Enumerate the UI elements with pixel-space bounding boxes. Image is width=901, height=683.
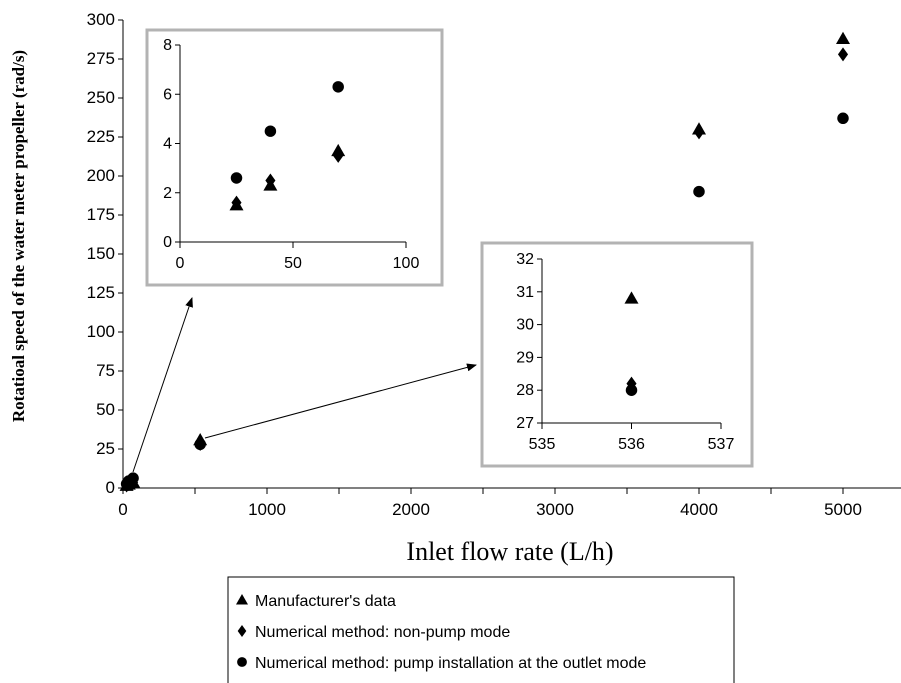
y-axis-title: Rotatioal speed of the water meter prope… [9,50,28,422]
inset1-y-tick-label: 6 [163,86,172,103]
inset1-point-circle [332,81,344,93]
main-y-tick-label: 200 [87,166,115,185]
inset1-point-circle [264,125,277,137]
y-axis-title-text: Rotatioal speed of the water meter prope… [9,50,28,422]
legend-label: Numerical method: non-pump mode [255,624,510,641]
main-x-tick-label: 5000 [824,500,862,519]
main-y-tick-label: 125 [87,283,115,302]
main-point-circle [693,185,705,198]
inset2-y-tick-label: 29 [516,349,534,366]
main-point-diamond [693,125,705,140]
inset1-x-tick-label: 100 [393,255,420,272]
main-y-tick-label: 225 [87,127,115,146]
legend-label: Manufacturer's data [255,593,396,610]
main-point-triangle [836,31,850,44]
inset1-frame [145,28,444,287]
legend: Manufacturer's data Numerical method: non… [227,576,735,683]
inset2-y-tick-label: 27 [516,415,534,432]
inset1-y-tick-label: 8 [163,37,172,54]
legend-marker-diamond [237,625,247,637]
inset-536-plot: 27 28 29 30 31 32 535 536 537 [480,241,754,468]
main-y-tick-label: 0 [106,478,115,497]
main-y-tick-label: 100 [87,322,115,341]
inset2-point-diamond [626,376,637,391]
main-point-circle [837,112,849,125]
main-y-tick-label: 175 [87,205,115,224]
inset2-point-circle [625,384,638,396]
main-y-tick-label: 150 [87,244,115,263]
legend-marker-triangle [236,594,248,605]
main-point-circle [127,472,139,484]
callout-arrow-536 [204,363,477,439]
inset1-point-diamond [333,148,344,163]
callout-arrow-low-flow [132,297,193,473]
callout-arrows [132,297,477,473]
legend-box [227,576,735,683]
inset1-point-circle [230,172,243,184]
inset1-x-tick-label: 0 [176,255,185,272]
main-y-tick-label: 250 [87,88,115,107]
x-axis-title: Inlet flow rate (L/h) [406,537,613,566]
legend-label: Numerical method: pump installation at t… [255,655,646,672]
inset-low-flow-plot: 0 2 4 6 8 0 50 100 [145,28,444,287]
inset2-y-tick-label: 31 [516,284,534,301]
inset1-x-tick-label: 50 [284,255,302,272]
main-y-tick-label: 50 [96,400,115,419]
main-y-tick-label: 75 [96,361,115,380]
inset2-x-tick-label: 536 [618,436,645,453]
inset2-y-tick-label: 28 [516,382,534,399]
inset2-y-tick-label: 32 [516,251,534,268]
inset2-y-tick-label: 30 [516,317,534,334]
main-x-tick-label: 1000 [248,500,286,519]
inset1-point-diamond [231,195,242,210]
main-x-tick-label: 0 [118,500,127,519]
main-x-tick-label: 4000 [680,500,718,519]
main-y-tick-label: 25 [96,439,115,458]
main-y-tick-label: 300 [87,10,115,29]
main-point-diamond [837,47,849,62]
inset2-x-tick-label: 535 [529,436,556,453]
main-point-circle [194,438,206,451]
inset2-x-tick-label: 537 [708,436,735,453]
inset2-point-triangle [624,291,639,304]
main-x-tick-label: 3000 [536,500,574,519]
main-y-tick-label: 275 [87,49,115,68]
inset2-frame [480,241,754,468]
legend-marker-circle [237,657,247,667]
inset1-y-tick-label: 2 [163,185,172,202]
inset1-y-tick-label: 0 [163,234,172,251]
inset1-y-tick-label: 4 [163,136,172,153]
main-x-tick-label: 2000 [392,500,430,519]
inset1-point-diamond [265,173,276,188]
